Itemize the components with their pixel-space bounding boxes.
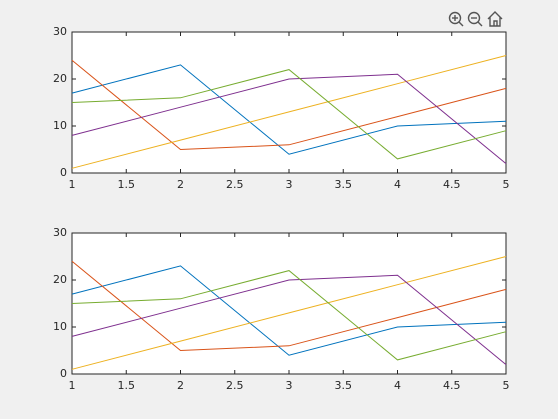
x-tick-label: 2.5 — [226, 379, 244, 392]
series-line — [71, 73, 507, 164]
series-line — [71, 69, 507, 160]
series-line — [71, 256, 507, 370]
x-tick-label: 1 — [69, 379, 76, 392]
x-tick-label: 5 — [503, 178, 510, 191]
series-line — [71, 59, 507, 151]
home-button[interactable] — [487, 11, 503, 27]
y-tick-label: 20 — [53, 72, 67, 85]
x-tick-label: 1 — [69, 178, 76, 191]
x-tick-label: 3.5 — [335, 178, 353, 191]
y-tick-label: 30 — [53, 25, 67, 38]
x-tick-label: 3 — [286, 379, 293, 392]
zoom-out-button[interactable] — [467, 11, 483, 27]
x-tick-label: 4 — [394, 379, 401, 392]
toolbar[interactable] — [448, 11, 503, 27]
y-tick-label: 0 — [60, 166, 67, 179]
series-line — [71, 64, 507, 155]
y-tick-label: 10 — [53, 119, 67, 132]
axes: 1 1.5 2 2.5 3 3.5 4 4.5 5 0 10 20 30 — [53, 25, 510, 191]
axes: 1 1.5 2 2.5 3 3.5 4 4.5 5 0 10 20 30 — [53, 226, 510, 392]
x-tick-label: 5 — [503, 379, 510, 392]
y-tick-label: 30 — [53, 226, 67, 239]
series-line — [71, 55, 507, 169]
x-tick-label: 2.5 — [226, 178, 244, 191]
x-tick-label: 3.5 — [335, 379, 353, 392]
series-line — [71, 270, 507, 361]
x-tick-label: 3 — [286, 178, 293, 191]
x-tick-label: 4 — [394, 178, 401, 191]
x-tick-label: 4.5 — [443, 178, 461, 191]
y-tick-label: 20 — [53, 273, 67, 286]
series-line — [71, 260, 507, 352]
series-line — [71, 265, 507, 356]
x-tick-label: 2 — [177, 178, 184, 191]
series-line — [71, 274, 507, 365]
x-tick-label: 4.5 — [443, 379, 461, 392]
x-tick-label: 2 — [177, 379, 184, 392]
x-tick-label: 1.5 — [118, 178, 136, 191]
zoom-in-button[interactable] — [448, 11, 464, 27]
x-tick-label: 1.5 — [118, 379, 136, 392]
y-tick-label: 10 — [53, 320, 67, 333]
y-tick-label: 0 — [60, 367, 67, 380]
